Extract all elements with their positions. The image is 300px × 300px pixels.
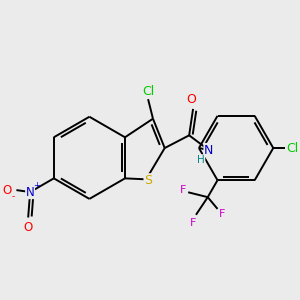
Text: F: F	[190, 218, 196, 228]
Text: N: N	[204, 143, 213, 157]
Text: H: H	[197, 155, 205, 165]
Text: Cl: Cl	[142, 85, 154, 98]
Text: O: O	[2, 184, 11, 196]
Text: F: F	[180, 185, 187, 195]
Text: -: -	[12, 192, 15, 201]
Text: O: O	[23, 221, 33, 234]
Text: F: F	[219, 209, 226, 219]
Text: Cl: Cl	[287, 142, 299, 154]
Text: O: O	[186, 93, 196, 106]
Text: N: N	[26, 186, 34, 199]
Text: S: S	[144, 174, 152, 187]
Text: +: +	[34, 181, 40, 190]
